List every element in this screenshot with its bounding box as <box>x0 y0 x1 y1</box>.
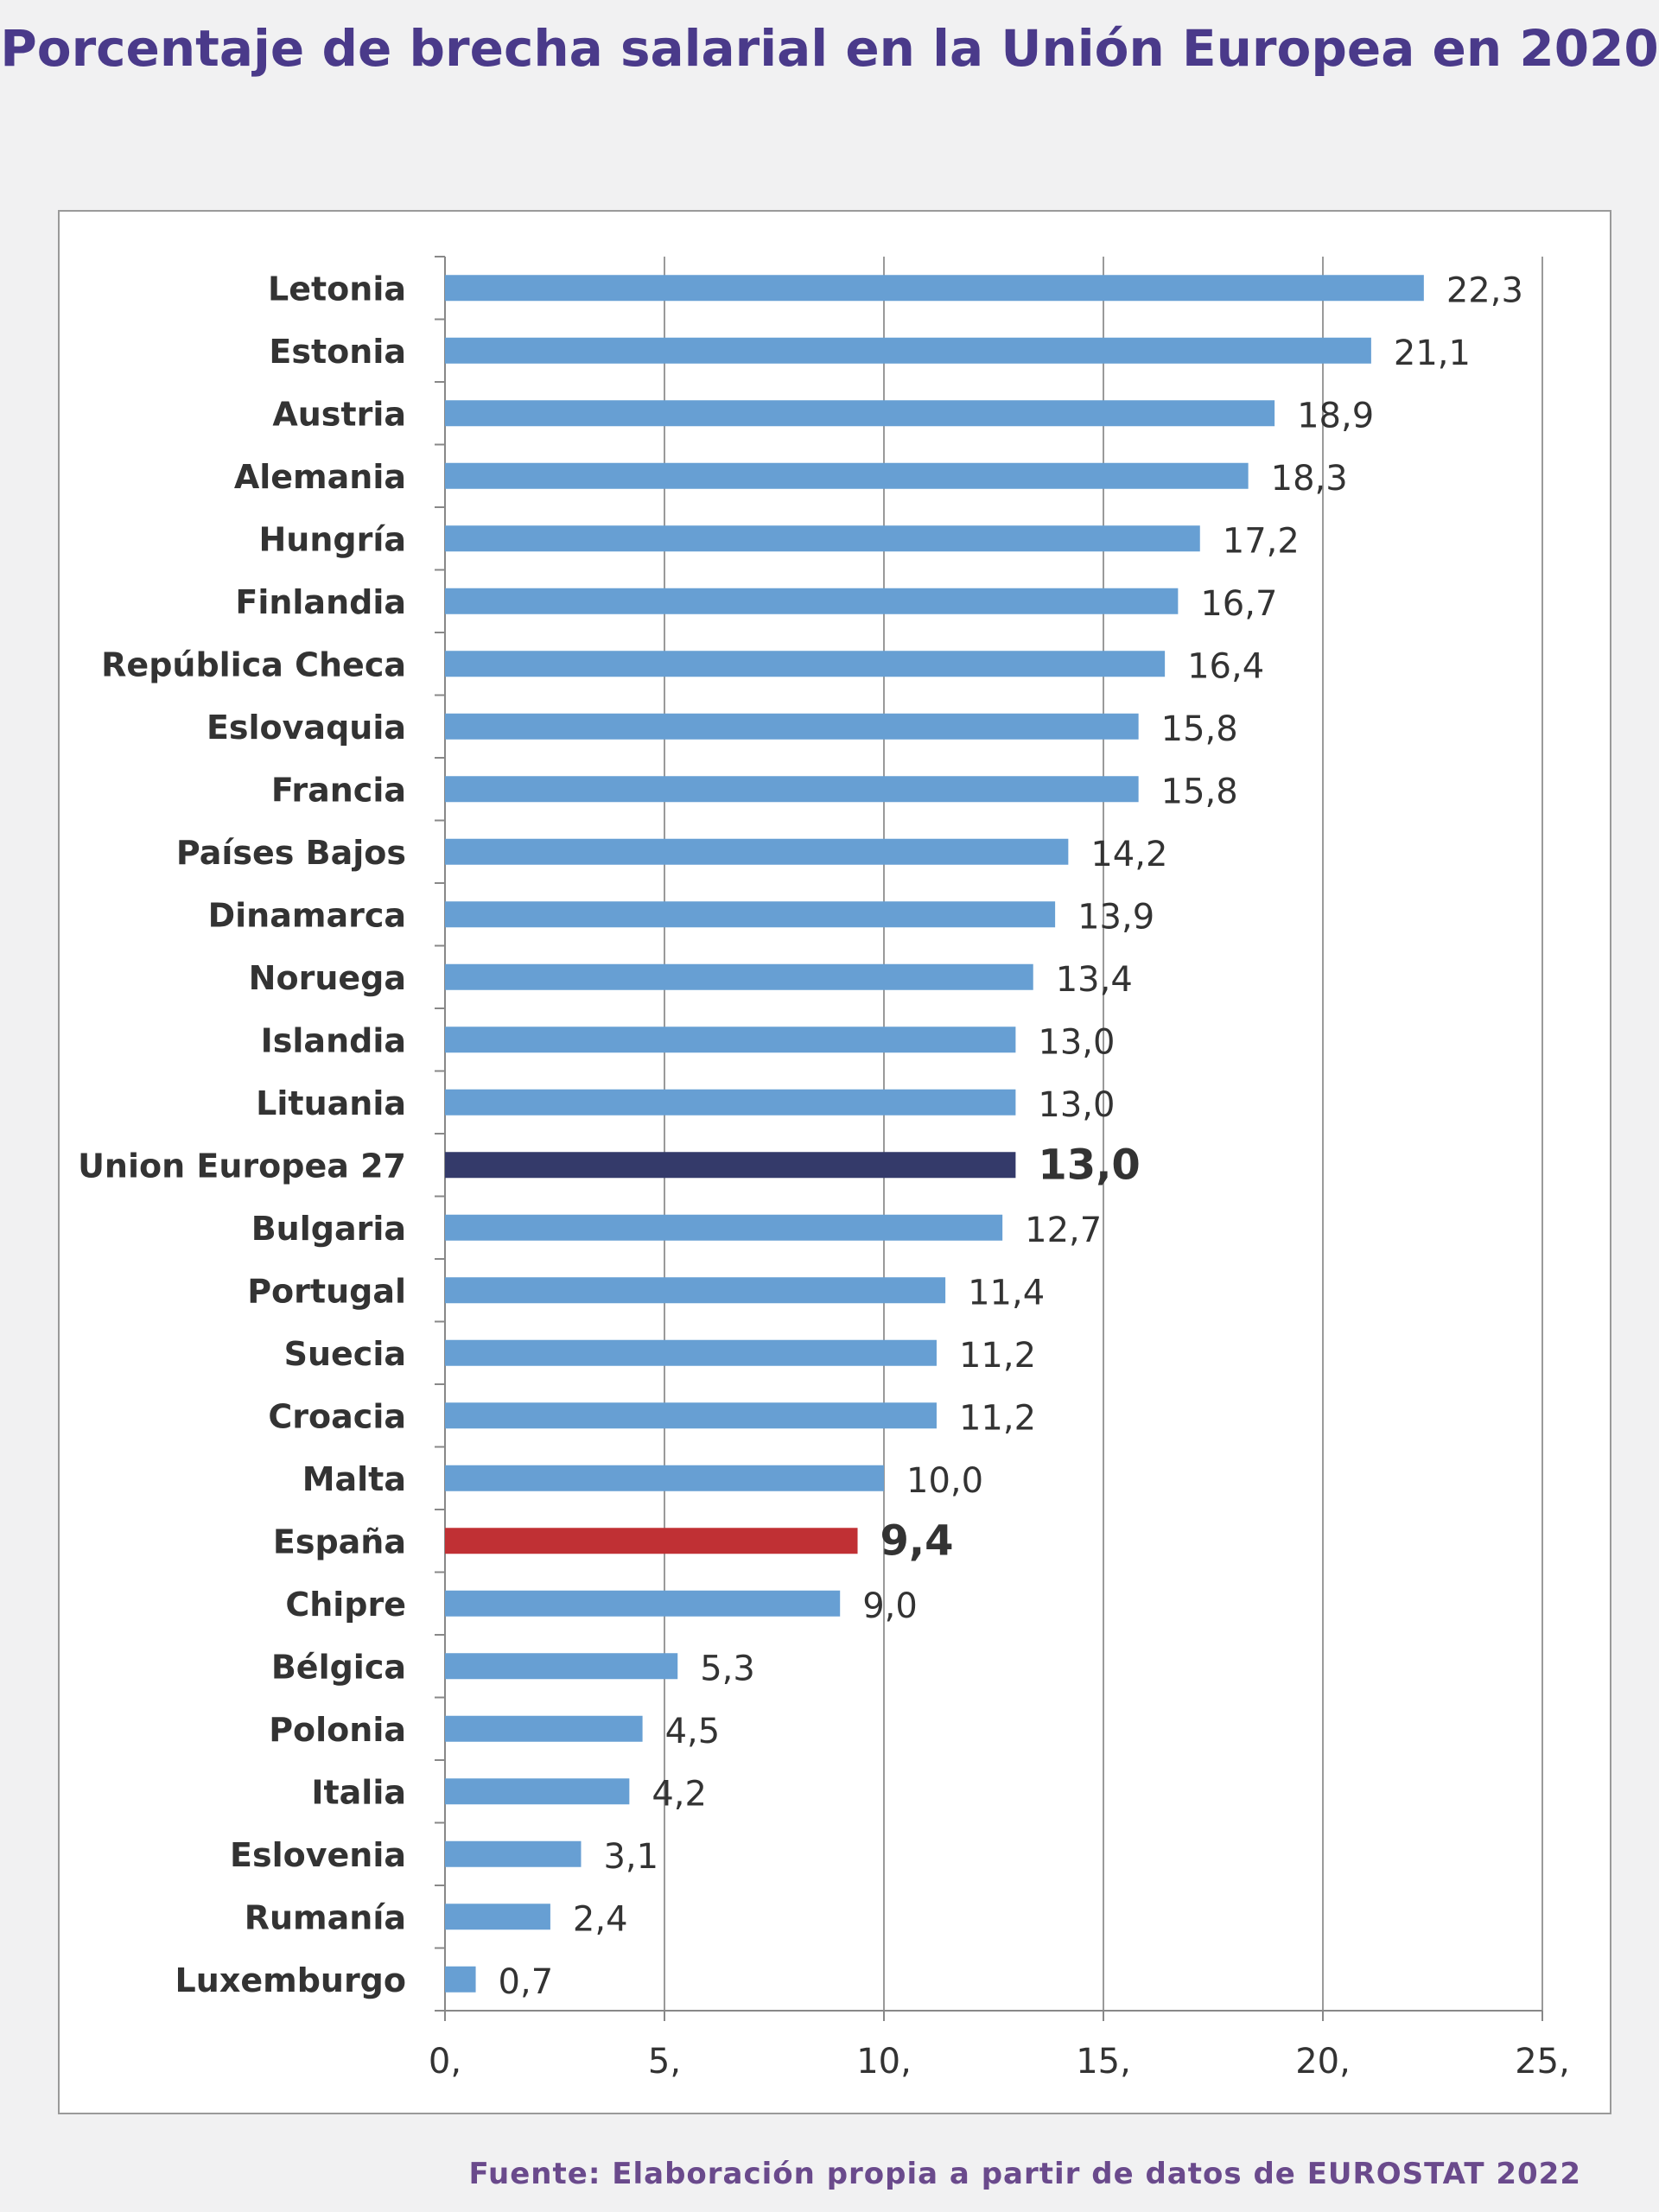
category-label: Rumanía <box>245 1898 406 1936</box>
data-label: 18,3 <box>1271 459 1348 499</box>
chart-frame: 0, 5, 10, 15, 20, 25, Letonia 22,3 Estonia 21,1 Au… <box>58 210 1611 2114</box>
data-label: 13,0 <box>1038 1085 1115 1125</box>
data-label: 9,4 <box>880 1516 954 1565</box>
category-label: España <box>273 1522 406 1560</box>
bar <box>445 901 1056 928</box>
data-label: 22,3 <box>1446 270 1523 310</box>
category-label: Islandia <box>261 1021 406 1059</box>
data-label: 3,1 <box>603 1837 658 1877</box>
data-label: 12,7 <box>1025 1211 1102 1250</box>
data-label: 21,1 <box>1394 334 1471 373</box>
category-label: Polonia <box>269 1711 406 1749</box>
data-label: 13,4 <box>1056 960 1133 1000</box>
category-label: Bélgica <box>271 1648 406 1686</box>
category-label: Eslovenia <box>230 1836 406 1874</box>
bar <box>445 713 1139 740</box>
data-label: 15,8 <box>1161 772 1238 811</box>
category-label: Italia <box>311 1773 406 1811</box>
bar <box>445 1089 1016 1116</box>
category-label: Suecia <box>284 1335 406 1373</box>
category-label: Letonia <box>268 270 406 308</box>
data-label: 10,0 <box>906 1461 983 1501</box>
category-label: Finlandia <box>235 583 406 621</box>
bar <box>445 1590 841 1617</box>
x-tick-label: 5, <box>648 2042 681 2082</box>
data-label: 2,4 <box>573 1899 628 1939</box>
bar <box>445 1653 678 1680</box>
category-label: República Checa <box>101 645 406 683</box>
bar <box>445 588 1179 614</box>
x-tick-label: 20, <box>1295 2042 1351 2082</box>
data-label: 13,0 <box>1038 1022 1115 1062</box>
bar <box>445 462 1249 489</box>
page-title: Porcentaje de brecha salarial en la Unió… <box>0 19 1659 78</box>
category-label: Francia <box>271 771 406 809</box>
bar <box>445 1402 937 1429</box>
category-label: Austria <box>272 395 406 433</box>
data-label: 14,2 <box>1090 835 1167 874</box>
bar <box>445 275 1424 302</box>
bar <box>445 776 1139 803</box>
data-label: 13,0 <box>1038 1141 1140 1189</box>
bar <box>445 1465 884 1491</box>
data-label: 11,2 <box>959 1336 1036 1376</box>
data-label: 0,7 <box>499 1962 554 2002</box>
category-label: Portugal <box>247 1272 406 1310</box>
category-label: Noruega <box>249 959 406 997</box>
source-note: Fuente: Elaboración propia a partir de d… <box>468 2157 1581 2191</box>
category-label: Union Europea 27 <box>78 1147 406 1185</box>
category-label: Estonia <box>269 333 406 371</box>
bar <box>445 400 1275 427</box>
data-label: 17,2 <box>1223 521 1300 561</box>
category-label: Alemania <box>234 458 406 496</box>
bar <box>445 337 1371 364</box>
category-label: Hungría <box>258 520 406 558</box>
data-label: 4,2 <box>652 1774 707 1814</box>
category-label: Malta <box>302 1460 406 1498</box>
category-label: Países Bajos <box>176 834 406 872</box>
bar-chart: 0, 5, 10, 15, 20, 25, Letonia 22,3 Estonia 21,1 Au… <box>78 256 1570 2082</box>
category-label: Luxemburgo <box>175 1961 406 1999</box>
bar <box>445 1840 582 1867</box>
x-tick-label: 10, <box>856 2042 912 2082</box>
data-label: 9,0 <box>862 1586 918 1626</box>
bar <box>445 1027 1016 1053</box>
data-label: 5,3 <box>700 1649 755 1688</box>
data-label: 16,4 <box>1187 646 1264 686</box>
category-label: Lituania <box>256 1084 406 1122</box>
bar <box>445 1715 643 1742</box>
category-label: Croacia <box>268 1397 406 1435</box>
bar <box>445 1152 1016 1179</box>
category-label: Dinamarca <box>208 896 406 934</box>
category-label: Bulgaria <box>251 1210 406 1248</box>
bar <box>445 838 1069 865</box>
data-label: 11,4 <box>968 1273 1045 1313</box>
bar <box>445 963 1033 990</box>
bar <box>445 651 1166 677</box>
x-tick-label: 25, <box>1515 2042 1570 2082</box>
data-label: 13,9 <box>1077 897 1154 937</box>
x-tick-label: 15, <box>1076 2042 1131 2082</box>
x-tick-label: 0, <box>429 2042 461 2082</box>
bar <box>445 1966 476 1993</box>
data-label: 11,2 <box>959 1398 1036 1438</box>
bar <box>445 1277 946 1304</box>
bar <box>445 1528 858 1554</box>
bar <box>445 1904 550 1930</box>
bar <box>445 1778 630 1805</box>
category-label: Eslovaquia <box>207 709 406 747</box>
data-label: 16,7 <box>1200 584 1277 624</box>
bar <box>445 1214 1003 1241</box>
bar <box>445 525 1200 552</box>
data-label: 15,8 <box>1161 709 1238 749</box>
data-label: 4,5 <box>665 1712 721 1751</box>
category-label: Chipre <box>285 1586 406 1624</box>
data-label: 18,9 <box>1297 396 1374 435</box>
bar <box>445 1339 937 1366</box>
